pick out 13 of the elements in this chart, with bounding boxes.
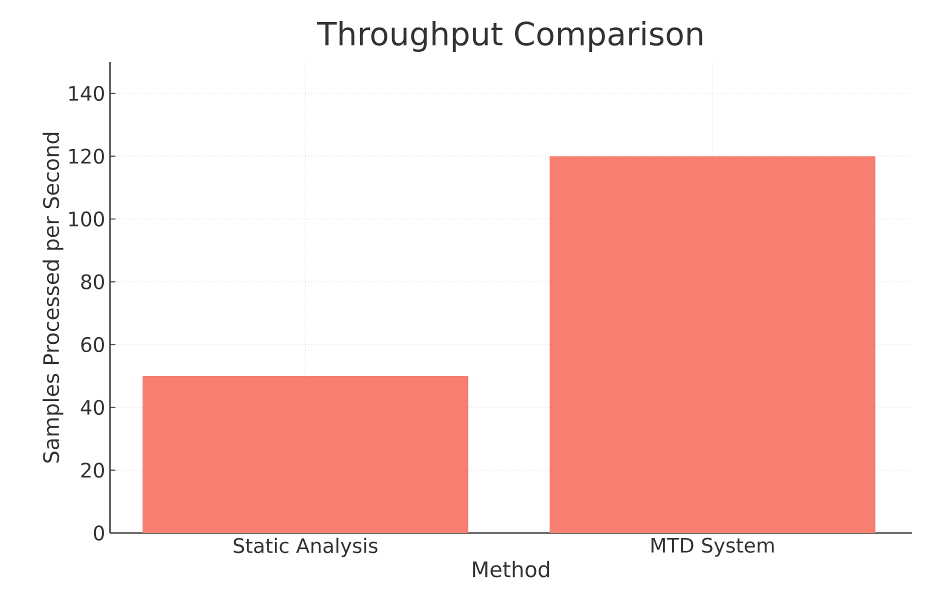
y-tick-label: 60 <box>81 337 104 352</box>
y-tick-label: 120 <box>69 148 104 164</box>
y-axis-title: Samples Processed per Second <box>42 132 64 463</box>
y-tick-label: 140 <box>69 86 104 101</box>
y-tick-label: 80 <box>81 274 104 290</box>
y-tick-label: 20 <box>81 462 104 478</box>
x-tick-label: Static Analysis <box>234 538 378 558</box>
y-tick-label: 40 <box>80 400 104 415</box>
x-tick-label: MTD System <box>652 538 774 557</box>
chart-title: Throughput Comparison <box>317 20 702 52</box>
y-tick-label: 0 <box>94 525 104 541</box>
y-tick-label: 100 <box>69 211 104 227</box>
x-axis-title: Method <box>473 560 550 578</box>
